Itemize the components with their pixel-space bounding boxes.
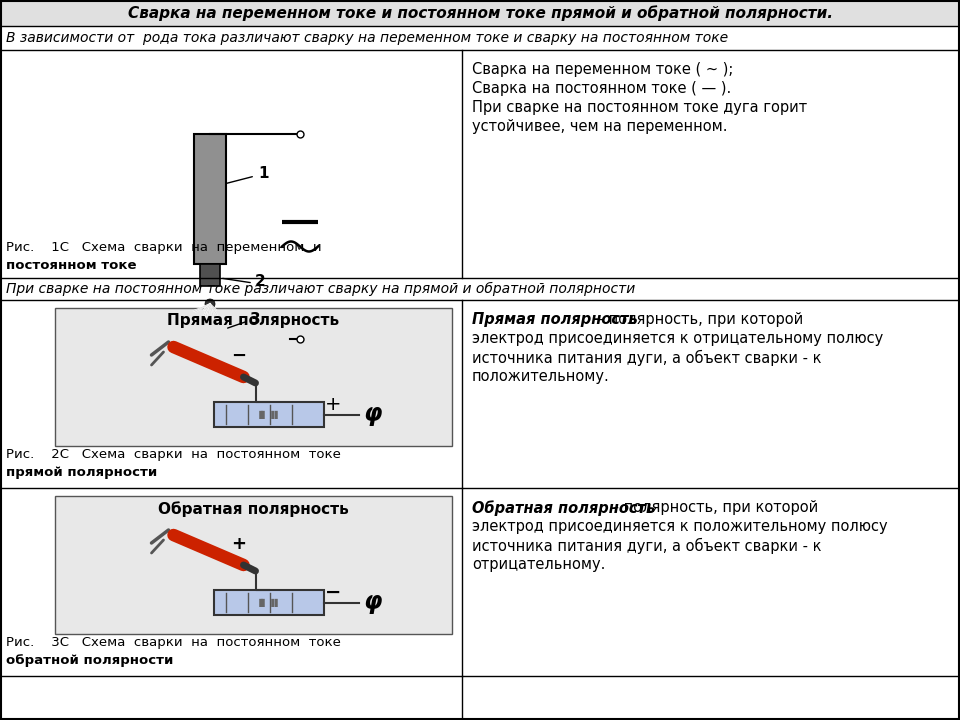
Text: В зависимости от  рода тока различают сварку на переменном токе и сварку на пост: В зависимости от рода тока различают сва… — [6, 31, 728, 45]
Text: 2: 2 — [255, 274, 266, 289]
Ellipse shape — [200, 317, 220, 331]
Text: +: + — [231, 535, 246, 553]
Text: - полярность, при которой: - полярность, при которой — [609, 500, 818, 515]
Text: Сварка на переменном токе и постоянном токе прямой и обратной полярности.: Сварка на переменном токе и постоянном т… — [128, 5, 832, 21]
Text: Сварка на постоянном токе ( — ).: Сварка на постоянном токе ( — ). — [472, 81, 732, 96]
Bar — [134, 334, 286, 344]
Text: прямой полярности: прямой полярности — [6, 466, 157, 479]
Text: При сварке на постоянном токе дуга горит: При сварке на постоянном токе дуга горит — [472, 100, 807, 115]
Bar — [200, 264, 220, 286]
Text: Рис.    2С   Схема  сварки  на  постоянном  токе: Рис. 2С Схема сварки на постоянном токе — [6, 448, 341, 461]
Text: постоянном токе: постоянном токе — [6, 259, 136, 272]
Text: электрод присоединяется к положительному полюсу: электрод присоединяется к положительному… — [472, 519, 888, 534]
Bar — [1, 0, 959, 26]
Text: - полярность, при которой: - полярность, при которой — [594, 312, 804, 327]
Text: Сварка на переменном токе ( ~ );: Сварка на переменном токе ( ~ ); — [472, 62, 733, 77]
Text: Рис.    3С   Схема  сварки  на  постоянном  токе: Рис. 3С Схема сварки на постоянном токе — [6, 636, 341, 649]
Bar — [213, 590, 324, 615]
Text: ▐▌▐▌: ▐▌▐▌ — [255, 410, 281, 419]
Text: −: − — [231, 347, 246, 365]
Text: электрод присоединяется к отрицательному полюсу: электрод присоединяется к отрицательному… — [472, 331, 883, 346]
Circle shape — [205, 299, 215, 309]
Text: положительному.: положительному. — [472, 369, 610, 384]
Text: 3: 3 — [250, 312, 260, 326]
Text: отрицательному.: отрицательному. — [472, 557, 606, 572]
Bar — [213, 402, 324, 427]
Text: Прямая полярность: Прямая полярность — [472, 312, 637, 327]
Text: +: + — [325, 395, 342, 414]
Text: Прямая полярность: Прямая полярность — [167, 313, 340, 328]
Text: источника питания дуги, а объект сварки - к: источника питания дуги, а объект сварки … — [472, 350, 822, 366]
Text: Обратная полярность: Обратная полярность — [158, 501, 348, 517]
Text: Рис.    1С   Схема  сварки  на  переменном  и: Рис. 1С Схема сварки на переменном и — [6, 241, 322, 254]
Bar — [130, 324, 290, 354]
Text: обратной полярности: обратной полярности — [6, 654, 174, 667]
Bar — [55, 308, 452, 446]
Text: 1: 1 — [258, 166, 269, 181]
Text: ▐▌▐▌: ▐▌▐▌ — [255, 598, 281, 607]
Text: −: − — [325, 583, 342, 602]
Text: источника питания дуги, а объект сварки - к: источника питания дуги, а объект сварки … — [472, 538, 822, 554]
Bar — [194, 134, 226, 264]
Text: При сварке на постоянном токе различают сварку на прямой и обратной полярности: При сварке на постоянном токе различают … — [6, 282, 636, 296]
Text: устойчивее, чем на переменном.: устойчивее, чем на переменном. — [472, 119, 728, 134]
Text: φ: φ — [364, 590, 382, 614]
Bar — [55, 496, 452, 634]
Text: Обратная полярность: Обратная полярность — [472, 500, 656, 516]
Text: φ: φ — [364, 402, 382, 426]
